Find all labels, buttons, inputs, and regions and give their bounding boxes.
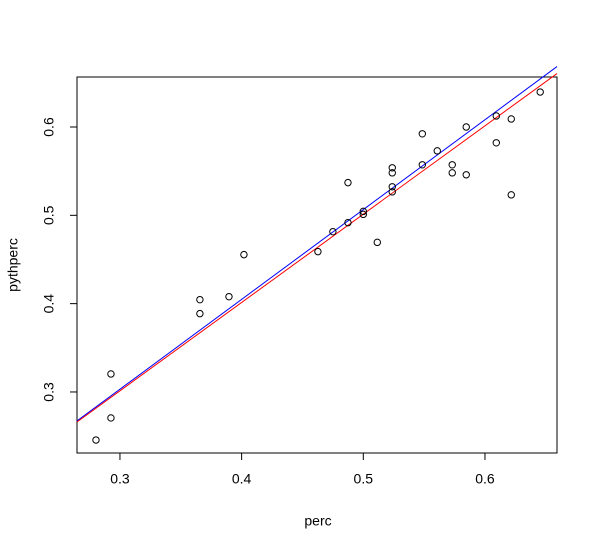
point — [462, 171, 470, 179]
point — [507, 115, 515, 123]
y-tick-label: 0.3 — [41, 382, 57, 402]
y-tick-label: 0.4 — [41, 294, 57, 314]
point — [388, 188, 396, 196]
point — [433, 147, 441, 155]
fit-line — [76, 66, 558, 422]
point — [196, 295, 204, 304]
y-tick-label: 0.5 — [41, 205, 57, 225]
point — [418, 130, 427, 138]
point — [388, 183, 396, 191]
x-tick-label: 0.5 — [354, 471, 374, 487]
point — [196, 309, 204, 318]
point — [388, 164, 396, 172]
point — [373, 238, 381, 247]
y-axis-label: pythperc — [5, 238, 21, 292]
fit-line — [76, 73, 558, 423]
x-axis-label: perc — [304, 513, 331, 529]
point — [314, 247, 322, 256]
point — [462, 123, 470, 131]
point — [225, 292, 233, 301]
point — [344, 218, 352, 227]
point — [92, 436, 100, 444]
point — [344, 178, 352, 187]
x-tick-label: 0.3 — [110, 471, 130, 487]
point — [492, 139, 500, 147]
y-tick-label: 0.6 — [41, 117, 57, 137]
point — [418, 161, 427, 169]
point — [107, 370, 115, 378]
point — [492, 112, 500, 120]
point — [240, 250, 248, 259]
point — [448, 161, 456, 169]
point — [536, 88, 544, 96]
point — [388, 169, 396, 177]
point — [507, 191, 515, 199]
point — [359, 207, 367, 216]
x-tick-label: 0.4 — [232, 471, 252, 487]
point — [329, 227, 337, 236]
point — [448, 169, 456, 177]
point — [359, 210, 367, 219]
x-tick-label: 0.6 — [475, 471, 495, 487]
point — [107, 414, 115, 422]
